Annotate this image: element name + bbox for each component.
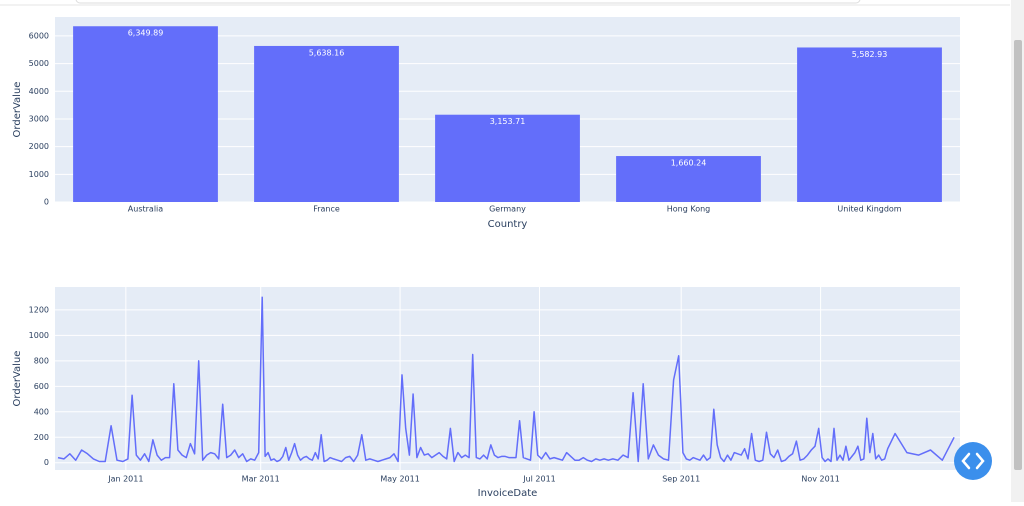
y-tick-label: 800	[34, 356, 49, 365]
bar-value-label: 5,582.93	[852, 50, 888, 59]
bar	[254, 45, 399, 203]
bar	[616, 156, 761, 202]
x-tick-label: Mar 2011	[242, 475, 280, 484]
code-button[interactable]	[954, 442, 992, 480]
x-axis-title: Country	[488, 219, 528, 230]
y-axis-title: OrderValue	[12, 351, 23, 407]
x-tick-label: Australia	[128, 205, 163, 214]
bar-value-label: 5,638.16	[309, 48, 345, 57]
plot-area	[55, 287, 960, 470]
y-axis-title: OrderValue	[12, 82, 23, 138]
x-tick-label: Sep 2011	[662, 475, 700, 484]
scrollbar-thumb[interactable]	[1014, 40, 1022, 470]
code-button-circle[interactable]	[954, 442, 992, 480]
y-tick-label: 0	[44, 198, 49, 207]
y-tick-label: 4000	[29, 87, 49, 96]
y-tick-label: 600	[34, 382, 49, 391]
x-axis-title: InvoiceDate	[478, 488, 538, 499]
line-series	[57, 296, 955, 463]
x-tick-label: United Kingdom	[837, 205, 901, 214]
y-tick-label: 2000	[29, 142, 49, 151]
bar	[435, 114, 580, 202]
x-tick-label: Nov 2011	[801, 475, 840, 484]
y-tick-label: 0	[44, 458, 49, 467]
x-tick-label: Germany	[489, 205, 526, 214]
y-tick-label: 200	[34, 433, 49, 442]
x-tick-label: May 2011	[380, 475, 419, 484]
y-tick-label: 6000	[29, 31, 49, 40]
x-tick-label: Jul 2011	[522, 475, 556, 484]
bar	[797, 47, 942, 202]
x-tick-label: Hong Kong	[667, 205, 711, 214]
y-tick-label: 1200	[29, 305, 49, 314]
y-tick-label: 5000	[29, 59, 49, 68]
y-tick-label: 1000	[29, 331, 49, 340]
address-bar	[75, 0, 861, 4]
bar-value-label: 3,153.71	[490, 117, 526, 126]
code-icon[interactable]	[961, 452, 985, 470]
bar-value-label: 1,660.24	[671, 159, 707, 168]
bar	[73, 26, 218, 202]
y-tick-label: 400	[34, 407, 49, 416]
x-tick-label: France	[313, 205, 340, 214]
x-tick-label: Jan 2011	[107, 475, 143, 484]
y-tick-label: 3000	[29, 114, 49, 123]
bar-value-label: 6,349.89	[128, 29, 164, 38]
y-tick-label: 1000	[29, 170, 49, 179]
